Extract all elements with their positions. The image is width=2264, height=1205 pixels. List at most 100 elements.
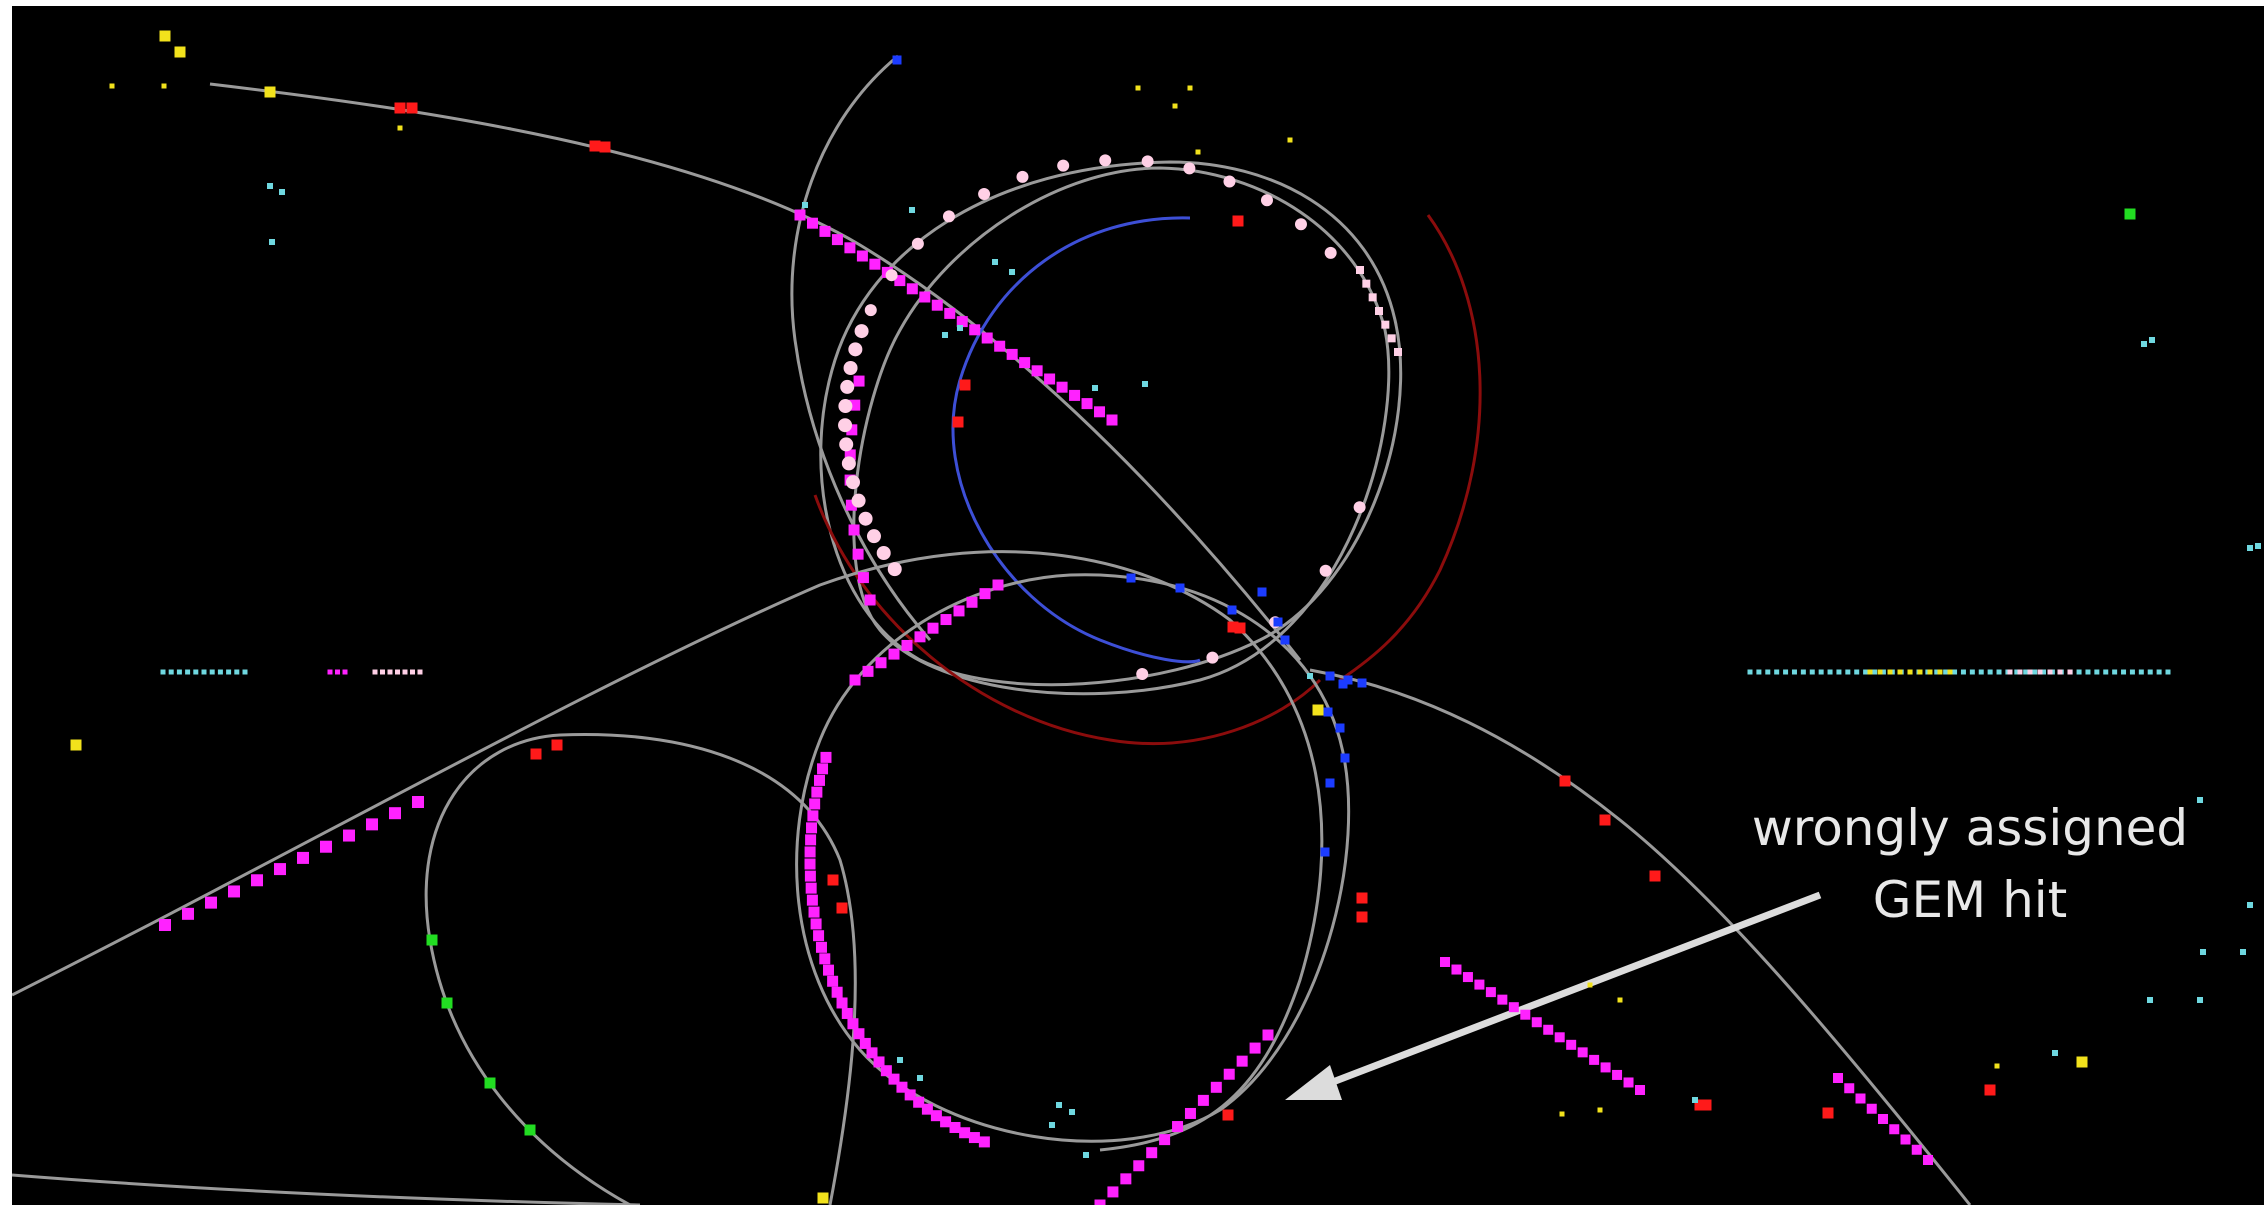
hit-row: [2121, 669, 2127, 675]
hit-magenta: [847, 1018, 859, 1030]
hit-blue: [1357, 678, 1367, 688]
hit-pink: [838, 399, 853, 414]
hit-pink: [1260, 194, 1273, 207]
hit-row: [2057, 669, 2063, 675]
hit-pink: [1099, 154, 1112, 167]
hit-magenta: [810, 918, 822, 930]
hit-row: [1809, 669, 1815, 675]
hit-magenta: [815, 941, 827, 953]
hit-pink: [1356, 266, 1364, 274]
hit-row: [1877, 669, 1883, 675]
hit-pink: [1016, 170, 1029, 183]
hit-magenta: [968, 1132, 980, 1144]
hit-red: [406, 102, 418, 114]
hit-row: [1827, 669, 1833, 675]
hit-magenta: [1497, 994, 1508, 1005]
hit-row: [234, 669, 240, 675]
hit-magenta: [978, 1136, 990, 1148]
hit-magenta: [857, 572, 869, 584]
hit-pink: [1294, 218, 1307, 231]
hit-red: [1700, 1099, 1712, 1111]
hit-red: [1232, 215, 1244, 227]
hit-pink: [1057, 159, 1070, 172]
hit-magenta: [1120, 1173, 1132, 1185]
hit-magenta: [864, 594, 876, 606]
hit-pink: [1387, 334, 1396, 343]
hit-blue: [1175, 583, 1185, 593]
hit-pink: [866, 529, 881, 544]
hit-row: [226, 669, 232, 675]
hit-magenta: [927, 622, 939, 634]
track-bottom-left: [12, 1173, 641, 1205]
hit-cyan: [2197, 797, 2203, 803]
hit-row: [2138, 669, 2144, 675]
hit-row: [1863, 669, 1869, 675]
hit-row: [1978, 669, 1984, 675]
hit-magenta: [827, 975, 839, 987]
hit-row: [1791, 669, 1797, 675]
hit-row: [1765, 669, 1771, 675]
hit-yellow: [1312, 704, 1324, 716]
hit-yellow: [264, 86, 276, 98]
hit-row: [1996, 669, 2002, 675]
hit-row: [2094, 669, 2100, 675]
hit-magenta: [836, 997, 848, 1009]
hit-magenta: [1223, 1068, 1235, 1080]
hit-magenta: [1923, 1155, 1933, 1165]
hit-row: [1756, 669, 1762, 675]
hit-magenta: [1474, 979, 1485, 990]
hit-magenta: [297, 851, 309, 864]
hit-magenta: [873, 1056, 885, 1068]
track-right-diagonal: [1309, 668, 1972, 1205]
hit-row: [2129, 669, 2135, 675]
hit-row: [1872, 669, 1878, 675]
hit-cyan: [2240, 949, 2246, 955]
hit-pink: [942, 210, 955, 223]
hit-row: [2156, 669, 2162, 675]
hit-magenta: [811, 786, 823, 798]
hit-cyan: [1142, 381, 1148, 387]
hit-magenta: [1566, 1039, 1577, 1050]
hit-pink: [885, 269, 898, 282]
hit-magenta: [1069, 389, 1081, 401]
hit-pink: [851, 493, 866, 508]
hit-cyan: [2197, 997, 2203, 1003]
hit-cyan: [1307, 673, 1313, 679]
hit-row: [1917, 669, 1923, 675]
hit-row: [327, 669, 333, 675]
hit-red: [1234, 622, 1246, 634]
hit-row: [168, 669, 174, 675]
hit-row: [1880, 669, 1886, 675]
hit-magenta: [849, 674, 861, 686]
hit-pink: [1183, 162, 1196, 175]
hit-magenta: [888, 648, 900, 660]
hit-cyan: [2247, 545, 2253, 551]
hit-row: [417, 669, 423, 675]
hit-blue: [1257, 587, 1267, 597]
hit-magenta: [859, 1037, 871, 1049]
hit-row: [1845, 669, 1851, 675]
hit-red: [1984, 1084, 1996, 1096]
hit-yellow-small: [1587, 982, 1593, 988]
hit-row: [2085, 669, 2091, 675]
hit-magenta: [813, 774, 825, 786]
hit-magenta: [1635, 1085, 1645, 1095]
hit-magenta: [819, 225, 831, 237]
hit-magenta: [1855, 1093, 1866, 1104]
hit-cyan: [1092, 385, 1098, 391]
hit-magenta: [852, 548, 864, 560]
hit-magenta: [896, 1081, 908, 1093]
hit-magenta: [1094, 1199, 1106, 1205]
hit-magenta: [930, 1110, 942, 1122]
hit-magenta: [806, 822, 818, 834]
hit-magenta: [806, 217, 818, 229]
hit-yellow-small: [109, 83, 115, 89]
hit-row: [2047, 669, 2053, 675]
hit-row: [185, 669, 191, 675]
hit-magenta: [1833, 1073, 1843, 1083]
hit-magenta: [1589, 1054, 1600, 1065]
hit-red: [1822, 1107, 1834, 1119]
hit-row: [380, 669, 385, 675]
hit-magenta: [846, 424, 858, 436]
